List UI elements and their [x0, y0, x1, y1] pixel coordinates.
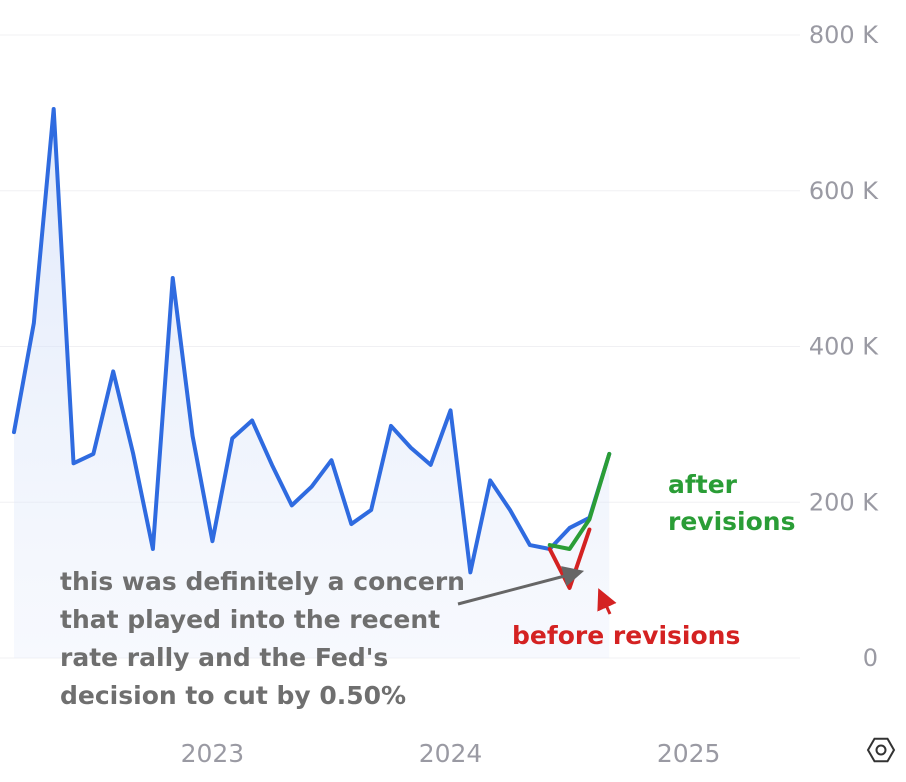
concern-annotation-line-4: decision to cut by 0.50%	[60, 681, 406, 710]
area-fill	[14, 108, 610, 658]
after-revisions-line	[547, 451, 612, 551]
after-revisions-label-line-1: after	[668, 470, 738, 499]
y-axis-ticks: 0 200 K 400 K 600 K 800 K	[809, 21, 879, 672]
concern-annotation-line-2: that played into the recent	[60, 605, 440, 634]
main-series-area	[14, 108, 610, 658]
x-axis-ticks: 2023 2024 2025	[181, 739, 721, 768]
concern-annotation-line-3: rate rally and the Fed's	[60, 643, 388, 672]
settings-icon[interactable]	[866, 737, 896, 763]
y-tick-label: 600 K	[809, 177, 879, 205]
y-tick-label: 200 K	[809, 488, 879, 516]
concern-annotation-line-1: this was definitely a concern	[60, 567, 465, 596]
before-revisions-line	[547, 527, 592, 590]
before-revisions-arrow	[597, 588, 617, 615]
x-tick-label: 2024	[419, 739, 483, 768]
x-tick-label: 2023	[181, 739, 245, 768]
y-tick-label: 400 K	[809, 333, 879, 361]
series-lines	[12, 106, 612, 590]
x-tick-label: 2025	[657, 739, 721, 768]
annotations: this was definitely a concern that playe…	[60, 470, 795, 710]
concern-arrow	[457, 566, 585, 606]
y-tick-label: 800 K	[809, 21, 879, 49]
after-revisions-label-line-2: revisions	[668, 507, 795, 536]
before-revisions-label: before revisions	[512, 621, 740, 650]
main-series-line	[12, 106, 612, 575]
y-tick-label: 0	[863, 644, 878, 672]
